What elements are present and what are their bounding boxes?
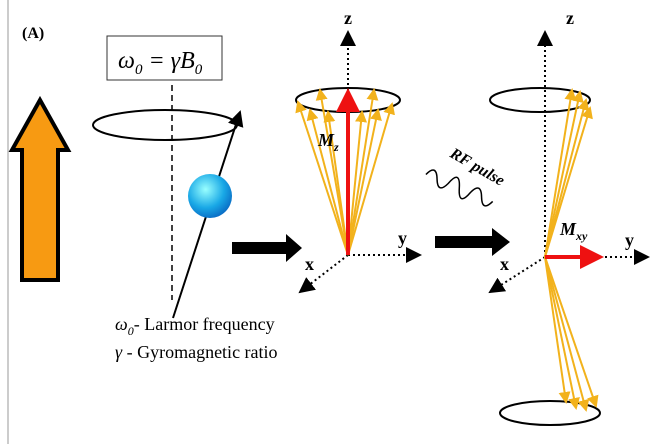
z-label: z <box>344 8 352 28</box>
frame-1: z y x Mz <box>296 8 420 292</box>
z-label: z <box>566 8 574 28</box>
step-arrow <box>232 234 302 262</box>
vec-sub: xy <box>575 229 588 243</box>
y-label: y <box>398 228 407 248</box>
spins <box>298 90 392 255</box>
vec: M <box>317 130 335 150</box>
x-label: x <box>500 254 509 274</box>
legend-1: ω0- Larmor frequency <box>115 314 275 338</box>
vec-sub: z <box>333 140 339 154</box>
eq-lhs: ω <box>118 48 135 74</box>
legend-text: - Gyromagnetic ratio <box>122 342 277 362</box>
precession-loop <box>93 110 237 140</box>
frame-2: z y x Mxy <box>490 8 648 425</box>
eq-rhs: = γB <box>142 48 195 74</box>
sym: ω <box>115 314 128 334</box>
equation: ω0 = γB0 <box>118 48 203 78</box>
step-arrow <box>435 228 510 256</box>
panel-label: (A) <box>22 25 44 42</box>
top-loop <box>490 88 590 112</box>
eq-sub: 0 <box>195 62 203 78</box>
diagram: (A) ω0 = γB0 ω0- Larmor frequency γ - Gy… <box>0 0 656 444</box>
y-label: y <box>625 230 634 250</box>
rf-label: RF pulse <box>446 145 507 190</box>
nucleus <box>188 174 232 218</box>
x-axis <box>490 257 545 292</box>
x-label: x <box>305 254 314 274</box>
field-arrow <box>12 100 68 280</box>
spins <box>545 90 596 410</box>
mxy-label: Mxy <box>559 219 588 243</box>
legend-text: - Larmor frequency <box>134 314 275 334</box>
vec: M <box>559 219 577 239</box>
legend-2: γ - Gyromagnetic ratio <box>115 342 278 362</box>
